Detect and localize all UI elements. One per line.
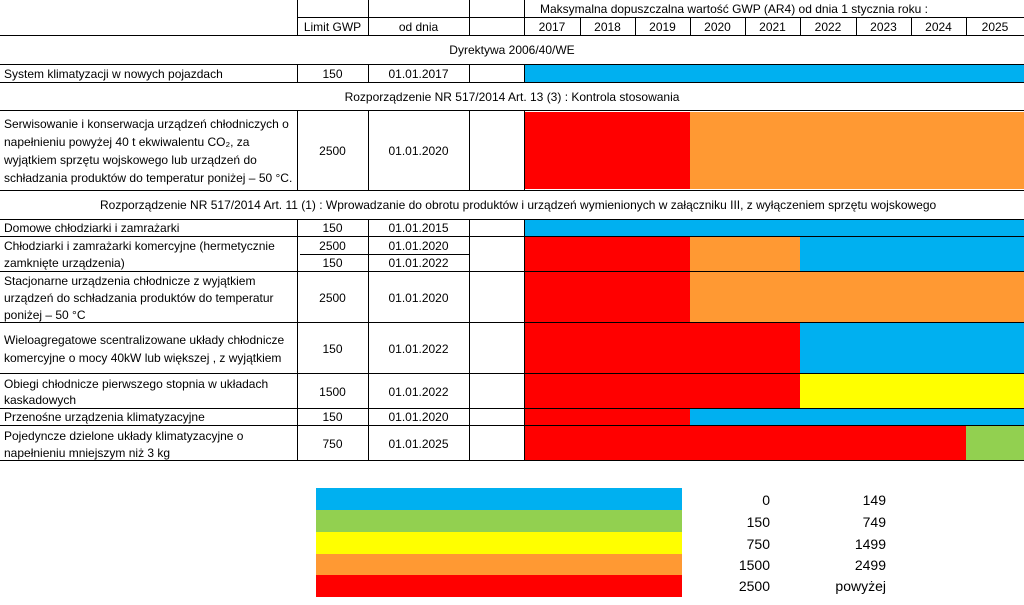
row-description: zamknięte urządzenia) — [4, 256, 125, 270]
bar-row7-yellow — [800, 374, 1024, 408]
row-description: Przenośne urządzenia klimatyzacyjne — [4, 410, 205, 424]
legend-to: powyżej — [835, 578, 886, 594]
row-limit: 150 — [322, 410, 343, 424]
row-date: 01.01.2025 — [388, 437, 449, 451]
bar-row1-blue — [524, 65, 1024, 82]
row-description: urządzeń do schładzania produktów do tem… — [4, 291, 274, 305]
bar-row4-orange — [690, 237, 800, 271]
legend-swatch-yellow — [316, 532, 682, 554]
bar-row4-blue — [800, 237, 1024, 271]
legend-from: 750 — [746, 536, 770, 552]
header-date: od dnia — [398, 20, 439, 34]
header-year: 2022 — [814, 20, 842, 34]
row-description: poniżej – 50 °C — [4, 308, 86, 322]
bar-row4-red — [524, 237, 690, 271]
row-description: schładzania produktów do temperatur poni… — [4, 171, 293, 185]
legend-to: 149 — [862, 492, 886, 508]
row-description: Stacjonarne urządzenia chłodnicze z wyją… — [4, 274, 256, 288]
row-description: napełnieniu mniejszym niż 3 kg — [4, 446, 171, 460]
bar-row8-blue — [690, 409, 1024, 425]
legend-swatch-green — [316, 510, 682, 532]
bar-row6-red — [524, 323, 800, 373]
row-description: Pojedyncze dzielone układy klimatyzacyjn… — [4, 429, 244, 443]
row-description: wyjątkiem sprzętu wojskowego lub urządze… — [4, 153, 257, 167]
header-year: 2023 — [870, 20, 897, 34]
section-heading: Rozporządzenie NR 517/2014 Art. 13 (3) :… — [344, 90, 680, 104]
legend-swatch-orange — [316, 554, 682, 575]
section-heading: Rozporządzenie NR 517/2014 Art. 11 (1) :… — [100, 198, 937, 212]
row-limit: 2500 — [319, 291, 346, 305]
row-limit: 2500 — [319, 239, 346, 253]
row-description: napełnieniu powyżej 40 t ekwiwalentu CO₂… — [4, 135, 250, 149]
bar-row3-blue — [524, 220, 1024, 236]
bar-row8-red — [524, 409, 690, 425]
legend-swatch-blue — [316, 488, 682, 510]
legend-to: 1499 — [854, 536, 886, 552]
row-date: 01.01.2020 — [388, 291, 449, 305]
row-date: 01.01.2022 — [388, 256, 449, 270]
header-super: Maksymalna dopuszczalna wartość GWP (AR4… — [540, 2, 928, 16]
row-date: 01.01.2020 — [388, 144, 449, 158]
row-description: Chłodziarki i zamrażarki komercyjne (her… — [4, 239, 275, 253]
bar-row6-blue — [800, 323, 1024, 373]
row-description: kaskadowych — [4, 393, 77, 407]
legend-to: 749 — [862, 514, 886, 530]
header-year: 2018 — [594, 20, 621, 34]
legend-from: 150 — [746, 514, 770, 530]
row-limit: 150 — [322, 67, 343, 81]
row-description: komercyjne o mocy 40kW lub większej , z … — [4, 351, 282, 365]
bar-row5-orange — [690, 272, 1024, 322]
header-year: 2019 — [649, 20, 676, 34]
row-limit: 150 — [322, 221, 343, 235]
bar-row2-orange — [690, 112, 1024, 189]
row-date: 01.01.2020 — [388, 239, 449, 253]
section-heading: Dyrektywa 2006/40/WE — [449, 43, 575, 57]
row-limit: 750 — [322, 437, 343, 451]
header-year: 2025 — [981, 20, 1009, 34]
header-year: 2017 — [538, 20, 566, 34]
row-description: Serwisowanie i konserwacja urządzeń chło… — [4, 117, 289, 131]
bar-row2-red — [524, 112, 690, 189]
row-date: 01.01.2022 — [388, 342, 449, 356]
row-limit: 150 — [322, 256, 343, 270]
legend-from: 2500 — [738, 578, 770, 594]
row-description: Domowe chłodziarki i zamrażarki — [4, 221, 180, 235]
header-year: 2021 — [759, 20, 786, 34]
header-year: 2020 — [704, 20, 731, 34]
row-description: Wieloagregatowe scentralizowane układy c… — [4, 333, 285, 347]
legend-to: 2499 — [854, 557, 886, 573]
bar-row9-red — [524, 426, 966, 460]
row-date: 01.01.2022 — [388, 385, 449, 399]
row-limit: 2500 — [319, 144, 346, 158]
row-limit: 150 — [322, 342, 343, 356]
row-limit: 1500 — [319, 385, 346, 399]
row-description: System klimatyzacji w nowych pojazdach — [4, 67, 223, 81]
row-date: 01.01.2015 — [388, 221, 449, 235]
row-description: Obiegi chłodnicze pierwszego stopnia w u… — [4, 377, 269, 391]
bar-row5-red — [524, 272, 690, 322]
header-limit: Limit GWP — [303, 20, 362, 34]
row-date: 01.01.2017 — [388, 67, 449, 81]
bar-row9-green — [966, 426, 1024, 460]
bar-row7-red — [524, 374, 800, 408]
row-date: 01.01.2020 — [388, 410, 449, 424]
header-year: 2024 — [925, 20, 952, 34]
legend-from: 1500 — [738, 557, 770, 573]
legend-from: 0 — [762, 492, 770, 508]
legend-swatch-red — [316, 575, 682, 597]
